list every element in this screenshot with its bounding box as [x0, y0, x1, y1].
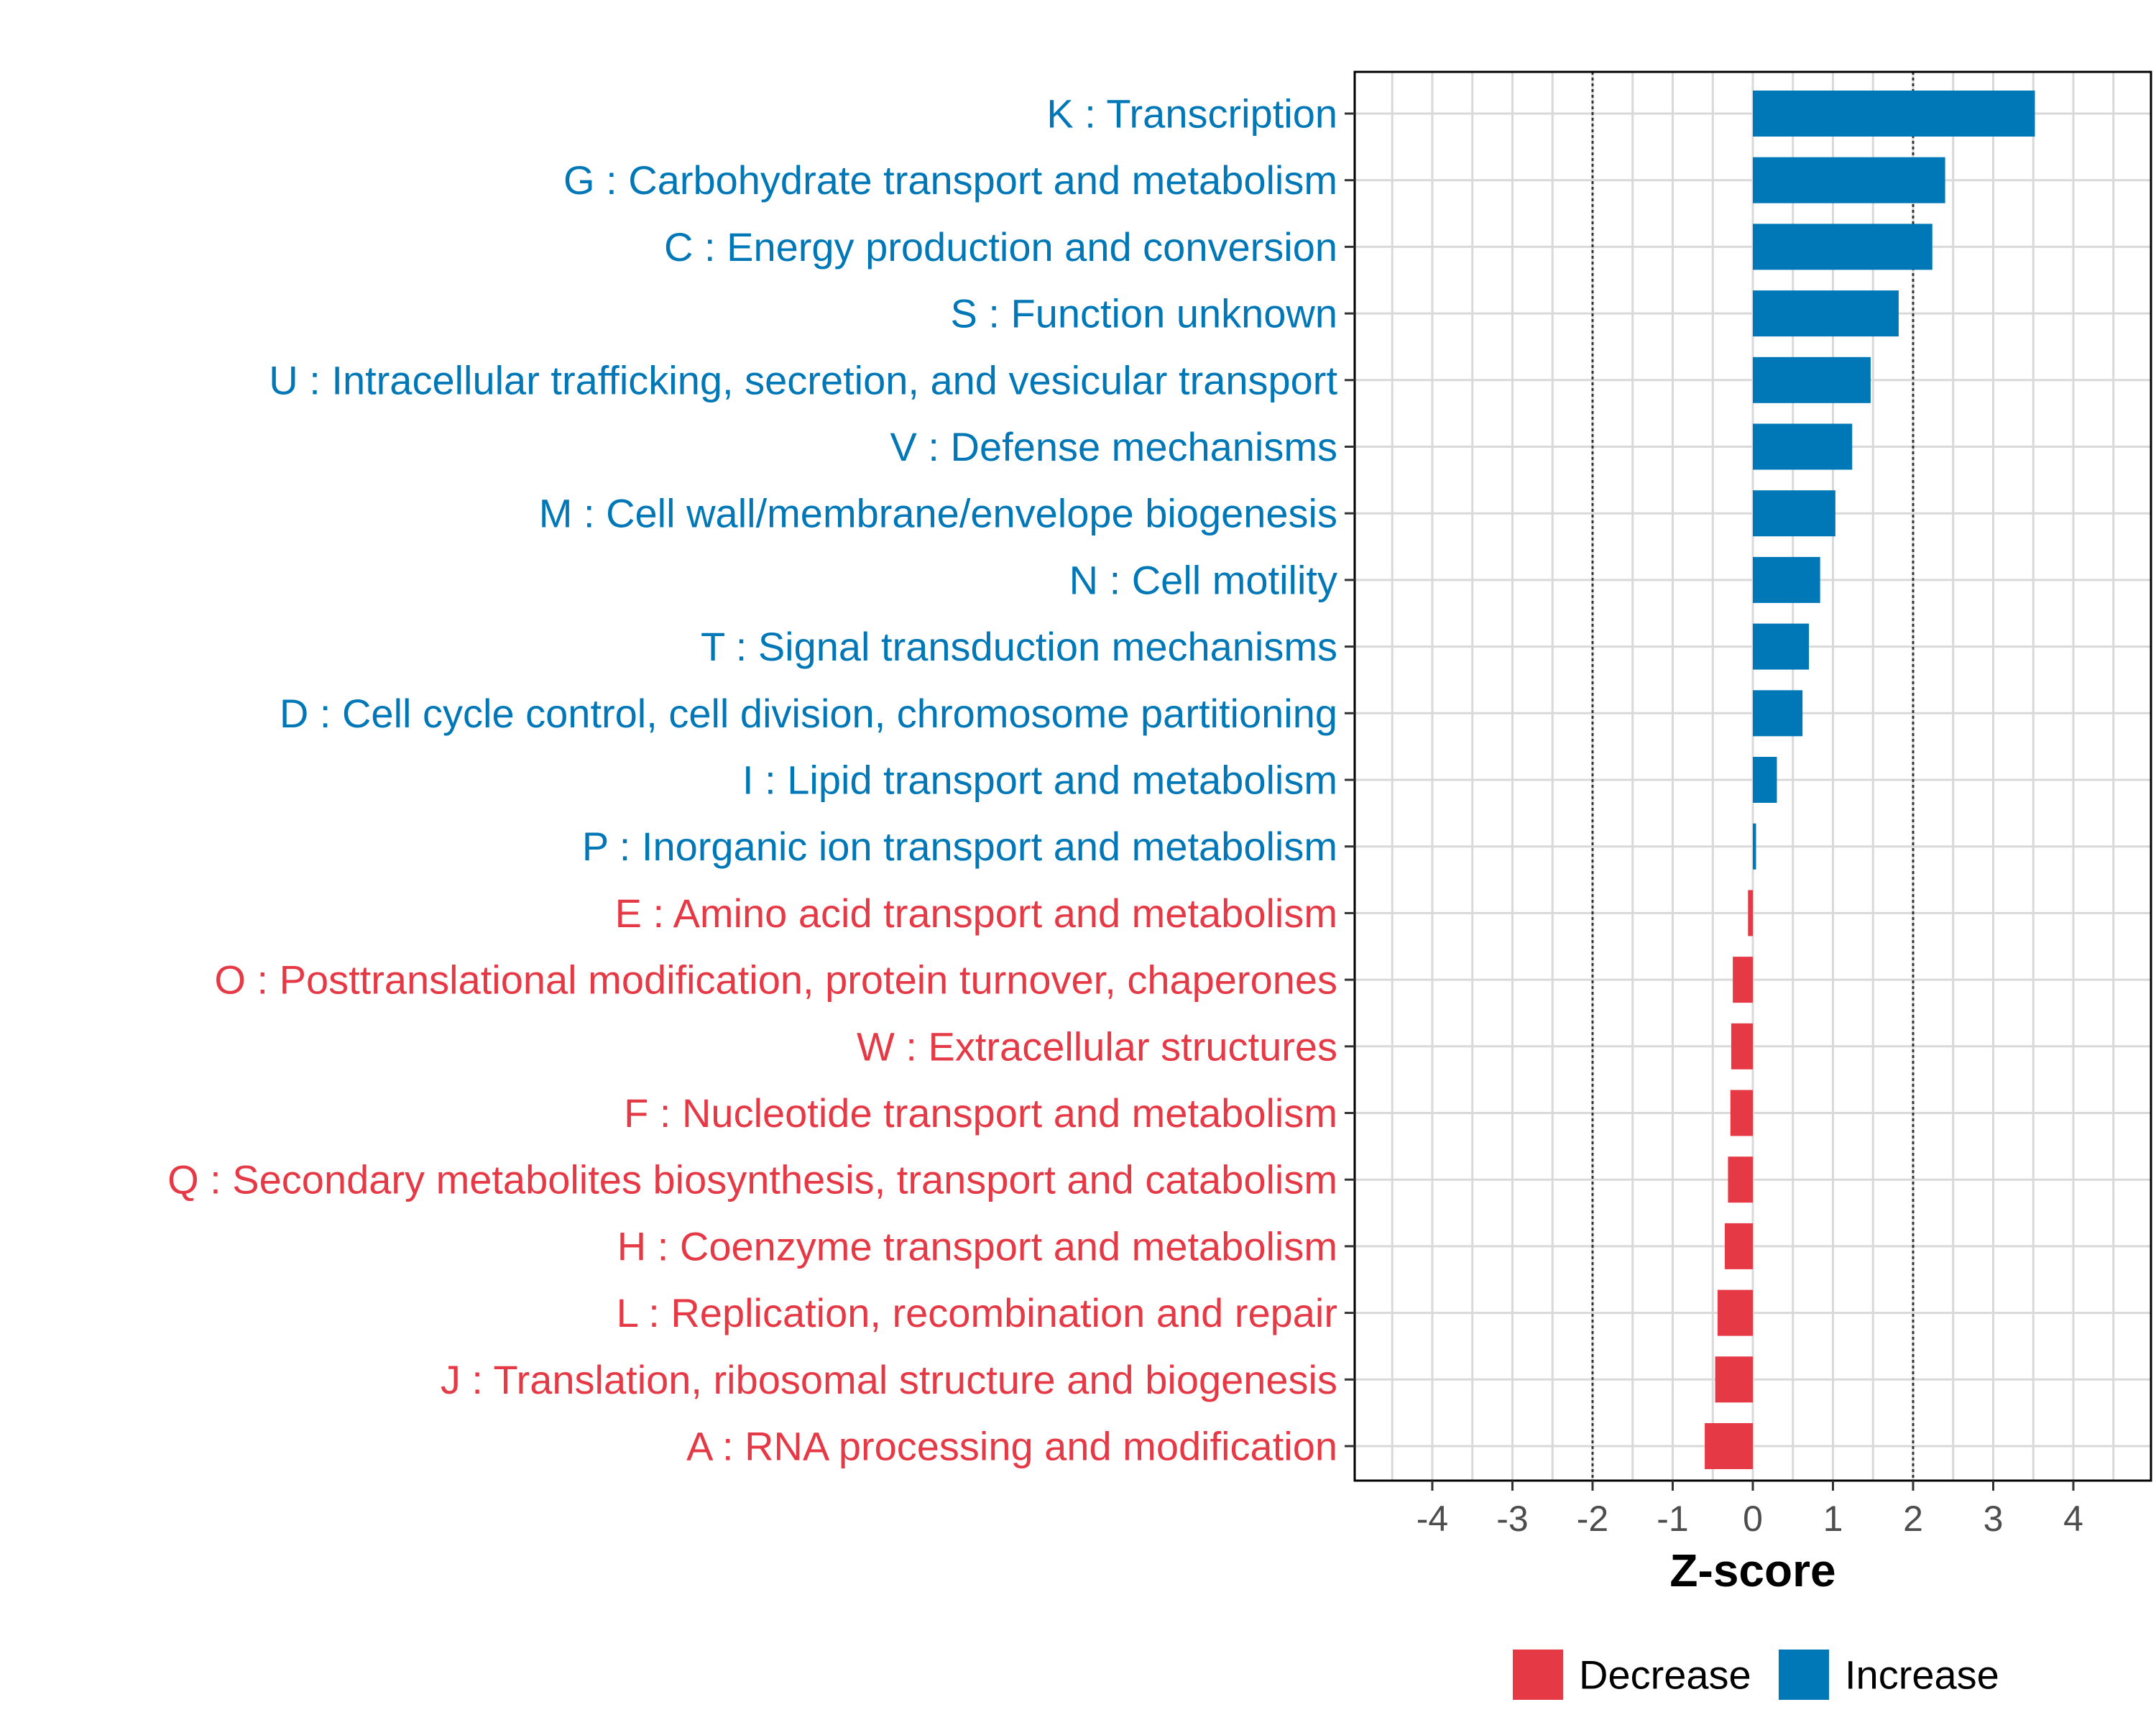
- x-axis-title: Z-score: [1669, 1545, 1835, 1596]
- x-tick-label: 0: [1743, 1499, 1763, 1539]
- bar: [1730, 1090, 1753, 1136]
- x-tick-label: 2: [1903, 1499, 1923, 1539]
- legend-label-decrease: Decrease: [1579, 1652, 1751, 1698]
- legend: Decrease Increase: [1513, 1650, 1999, 1700]
- category-label: C : Energy production and conversion: [664, 224, 1337, 270]
- bar: [1753, 157, 1945, 203]
- x-tick-label: -3: [1496, 1499, 1528, 1539]
- y-axis-ticks: [1345, 112, 1355, 1448]
- category-label: S : Function unknown: [950, 291, 1337, 336]
- category-label: F : Nucleotide transport and metabolism: [624, 1090, 1337, 1136]
- category-label: P : Inorganic ion transport and metaboli…: [582, 824, 1337, 869]
- x-axis-ticks: -4 -3 -2 -1 0 1 2 3 4: [1416, 1481, 2083, 1539]
- x-tick-label: -2: [1577, 1499, 1608, 1539]
- category-labels: K : Transcription G : Carbohydrate transp…: [167, 91, 1337, 1469]
- bar: [1753, 290, 1899, 337]
- category-label: D : Cell cycle control, cell division, c…: [280, 691, 1337, 736]
- category-label: J : Translation, ribosomal structure and…: [441, 1357, 1337, 1402]
- category-label: H : Coenzyme transport and metabolism: [617, 1223, 1337, 1269]
- legend-swatch-increase: [1779, 1650, 1829, 1700]
- bar: [1753, 623, 1810, 670]
- bar: [1731, 1023, 1753, 1070]
- bar: [1715, 1356, 1753, 1403]
- category-label: V : Defense mechanisms: [890, 424, 1337, 469]
- bar: [1717, 1289, 1753, 1336]
- category-label: M : Cell wall/membrane/envelope biogenes…: [539, 491, 1337, 536]
- x-tick-label: -4: [1416, 1499, 1448, 1539]
- category-label: N : Cell motility: [1069, 557, 1337, 602]
- bar: [1753, 423, 1853, 470]
- bar: [1705, 1423, 1753, 1469]
- bar: [1753, 356, 1871, 403]
- bar: [1733, 957, 1753, 1003]
- bar: [1724, 1223, 1753, 1269]
- bar: [1753, 490, 1835, 537]
- bar: [1748, 890, 1753, 937]
- category-label: A : RNA processing and modification: [686, 1424, 1337, 1469]
- category-label: U : Intracellular trafficking, secretion…: [269, 357, 1337, 402]
- bar: [1753, 690, 1803, 737]
- bar: [1753, 823, 1756, 870]
- bar: [1728, 1156, 1753, 1203]
- bar: [1753, 224, 1932, 270]
- category-label: E : Amino acid transport and metabolism: [615, 891, 1337, 936]
- x-tick-label: 3: [1984, 1499, 2004, 1539]
- category-label: T : Signal transduction mechanisms: [701, 624, 1337, 669]
- x-tick-label: 1: [1823, 1499, 1843, 1539]
- x-tick-label: 4: [2063, 1499, 2083, 1539]
- bar: [1753, 556, 1820, 603]
- legend-swatch-decrease: [1513, 1650, 1563, 1700]
- category-label: O : Posttranslational modification, prot…: [214, 957, 1337, 1003]
- bars: [1705, 91, 2035, 1469]
- category-label: Q : Secondary metabolites biosynthesis, …: [167, 1157, 1337, 1202]
- category-label: I : Lipid transport and metabolism: [742, 758, 1337, 803]
- reference-lines: [1591, 72, 1915, 1481]
- bar: [1753, 91, 2035, 137]
- x-tick-label: -1: [1657, 1499, 1688, 1539]
- category-label: W : Extracellular structures: [857, 1024, 1337, 1069]
- category-label: L : Replication, recombination and repai…: [617, 1290, 1337, 1335]
- category-label: G : Carbohydrate transport and metabolis…: [563, 157, 1337, 203]
- bar: [1753, 757, 1777, 803]
- category-label: K : Transcription: [1046, 91, 1337, 137]
- legend-label-increase: Increase: [1845, 1652, 1999, 1698]
